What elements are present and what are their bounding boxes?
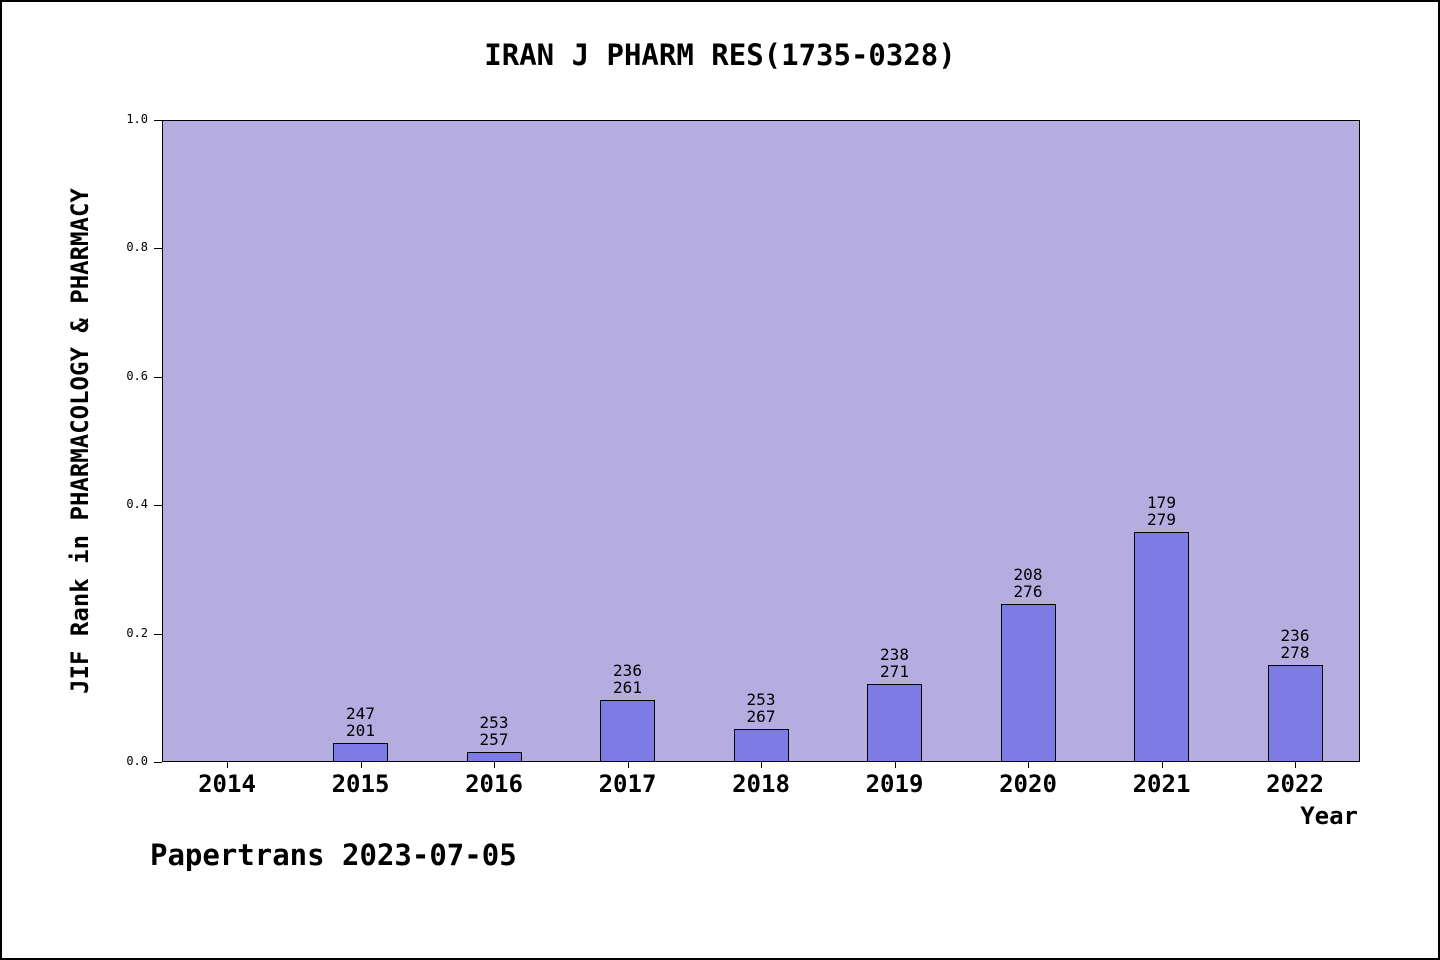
y-axis-label: JIF Rank in PHARMACOLOGY & PHARMACY <box>66 188 94 694</box>
y-tick-mark <box>154 376 162 378</box>
bar <box>333 743 388 762</box>
x-tick-mark <box>360 762 362 768</box>
bar <box>733 729 789 762</box>
x-tick-label: 2021 <box>1132 770 1191 798</box>
y-tick-label: 0.8 <box>126 240 148 255</box>
y-tick-mark <box>154 120 162 121</box>
bar-value-label: 238 271 <box>880 645 909 681</box>
bar <box>1000 604 1056 762</box>
x-tick-mark <box>494 762 495 768</box>
x-tick-mark <box>761 762 762 768</box>
bar-value-label: 236 261 <box>613 661 642 697</box>
x-tick-mark <box>1161 762 1163 768</box>
x-tick-label: 2017 <box>598 770 657 798</box>
bar <box>466 752 522 762</box>
bar-value-label: 208 276 <box>1013 565 1043 601</box>
x-tick-mark <box>1028 762 1029 768</box>
bar-value-label: 179 279 <box>1147 493 1176 529</box>
bar <box>867 684 922 762</box>
x-tick-label: 2015 <box>331 770 390 798</box>
x-tick-mark <box>627 762 629 768</box>
y-tick-mark <box>154 762 162 763</box>
bar-value-label: 236 278 <box>1280 626 1310 662</box>
bar <box>1267 665 1323 762</box>
chart-title: IRAN J PHARM RES(1735-0328) <box>484 38 956 72</box>
bar-value-label: 253 267 <box>746 690 776 726</box>
x-tick-mark <box>1295 762 1296 768</box>
x-tick-label: 2016 <box>465 770 523 798</box>
y-tick-label: 0.2 <box>126 625 148 640</box>
x-tick-mark <box>894 762 896 768</box>
bar-value-label: 247 201 <box>346 704 375 740</box>
x-tick-label: 2019 <box>865 770 924 798</box>
y-tick-label: 0.4 <box>126 497 148 512</box>
y-tick-mark <box>154 505 162 507</box>
y-tick-label: 0.6 <box>126 368 148 383</box>
x-tick-label: 2014 <box>198 770 256 798</box>
x-tick-label: 2020 <box>999 770 1057 798</box>
bar <box>1134 532 1189 762</box>
y-tick-mark <box>154 633 162 635</box>
x-axis-label: Year <box>1300 802 1358 830</box>
x-tick-mark <box>227 762 228 768</box>
y-tick-label: 0.0 <box>126 754 148 768</box>
bar <box>600 700 655 762</box>
watermark-text: Papertrans 2023-07-05 <box>150 838 517 872</box>
x-tick-label: 2018 <box>732 770 790 798</box>
bar-value-label: 253 257 <box>479 713 509 749</box>
y-tick-label: 1.0 <box>126 112 148 126</box>
x-tick-label: 2022 <box>1266 770 1324 798</box>
y-tick-mark <box>154 248 162 250</box>
